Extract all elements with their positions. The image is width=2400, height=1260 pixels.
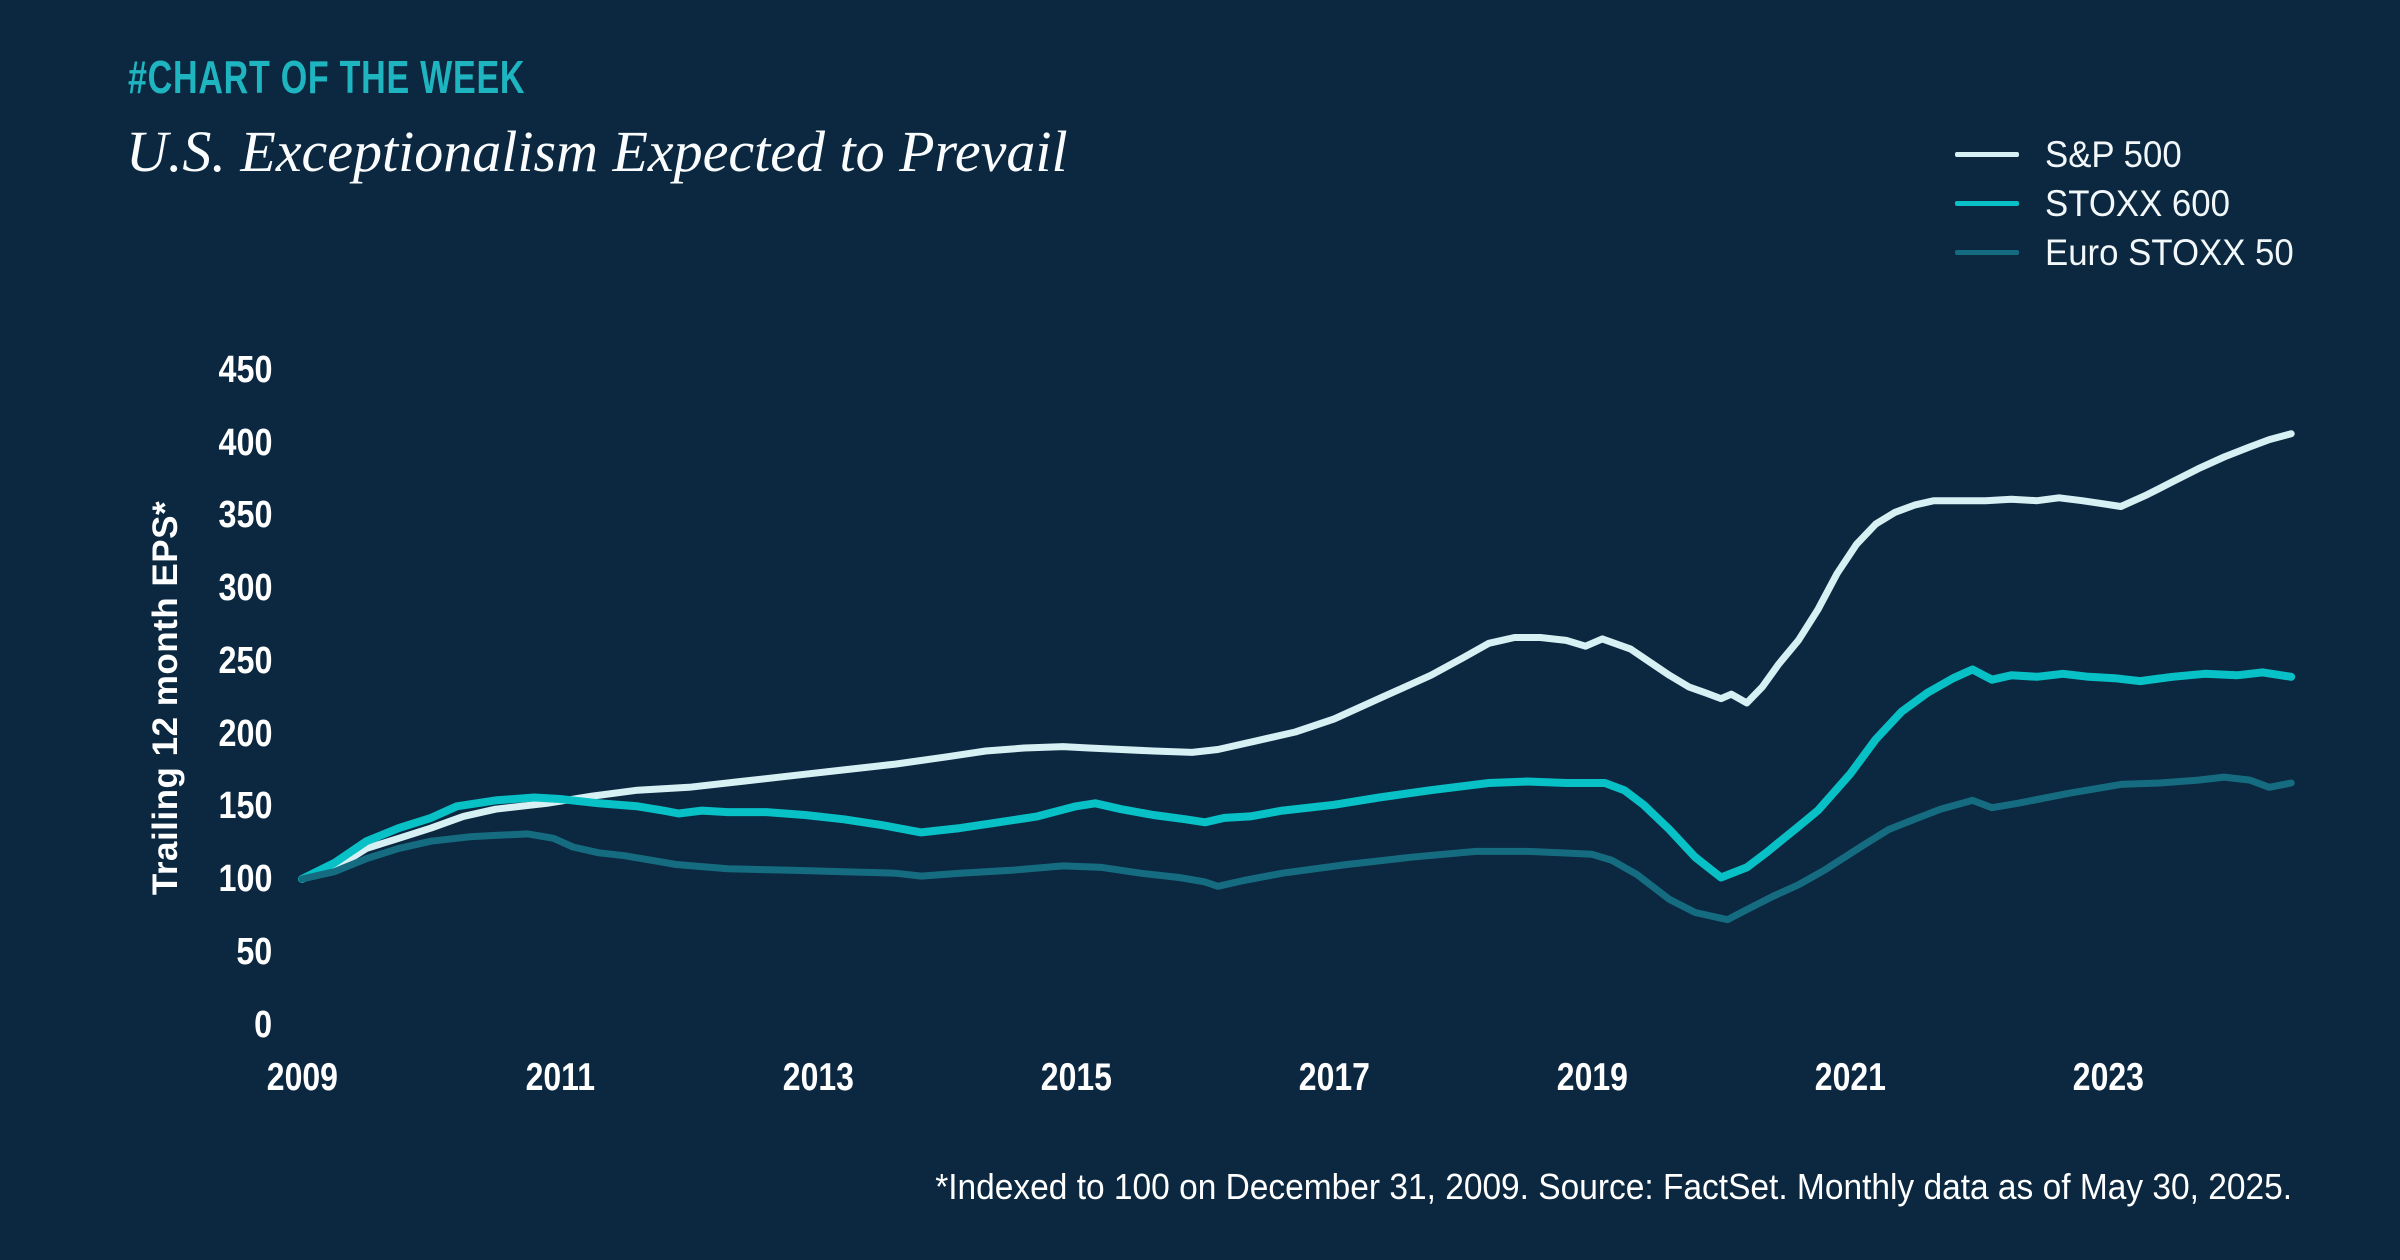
y-tick-400: 400 xyxy=(218,421,272,464)
x-tick-2013: 2013 xyxy=(782,1056,854,1099)
s-p-500-line xyxy=(298,430,2295,883)
y-tick-350: 350 xyxy=(218,494,272,537)
y-tick-250: 250 xyxy=(218,639,272,682)
y-tick-0: 0 xyxy=(254,1003,272,1046)
x-tick-2015: 2015 xyxy=(1040,1056,1112,1099)
footnote: *Indexed to 100 on December 31, 2009. So… xyxy=(935,1166,2293,1207)
sp500-line-swatch xyxy=(1955,152,2019,157)
legend-label-eurostoxx50: Euro STOXX 50 xyxy=(2045,231,2294,273)
y-tick-450: 450 xyxy=(218,348,272,391)
y-tick-150: 150 xyxy=(218,785,272,828)
legend-item-sp500: S&P 500 xyxy=(1955,130,2310,179)
x-tick-2019: 2019 xyxy=(1556,1056,1628,1099)
x-tick-2017: 2017 xyxy=(1298,1056,1370,1099)
legend-item-eurostoxx50: Euro STOXX 50 xyxy=(1955,228,2310,277)
kicker-label: #CHART OF THE WEEK xyxy=(128,51,526,103)
page-title: U.S. Exceptionalism Expected to Prevail xyxy=(126,119,1068,184)
stoxx600-line-swatch xyxy=(1955,201,2019,206)
stoxx-600-line xyxy=(298,665,2296,883)
x-tick-2009: 2009 xyxy=(266,1056,338,1099)
legend-item-stoxx600: STOXX 600 xyxy=(1955,179,2310,228)
x-tick-2011: 2011 xyxy=(525,1056,595,1099)
y-tick-300: 300 xyxy=(218,567,272,609)
y-tick-100: 100 xyxy=(218,858,272,900)
y-tick-200: 200 xyxy=(218,712,272,755)
eurostoxx50-line-swatch xyxy=(1955,250,2019,255)
y-tick-50: 50 xyxy=(236,930,272,973)
legend-label-sp500: S&P 500 xyxy=(2045,133,2182,175)
euro-stoxx-50-line xyxy=(298,773,2295,924)
legend: S&P 500 STOXX 600 Euro STOXX 50 xyxy=(1955,130,2310,277)
x-tick-2023: 2023 xyxy=(2072,1056,2144,1099)
x-tick-2021: 2021 xyxy=(1814,1056,1886,1099)
legend-label-stoxx600: STOXX 600 xyxy=(2045,182,2230,224)
